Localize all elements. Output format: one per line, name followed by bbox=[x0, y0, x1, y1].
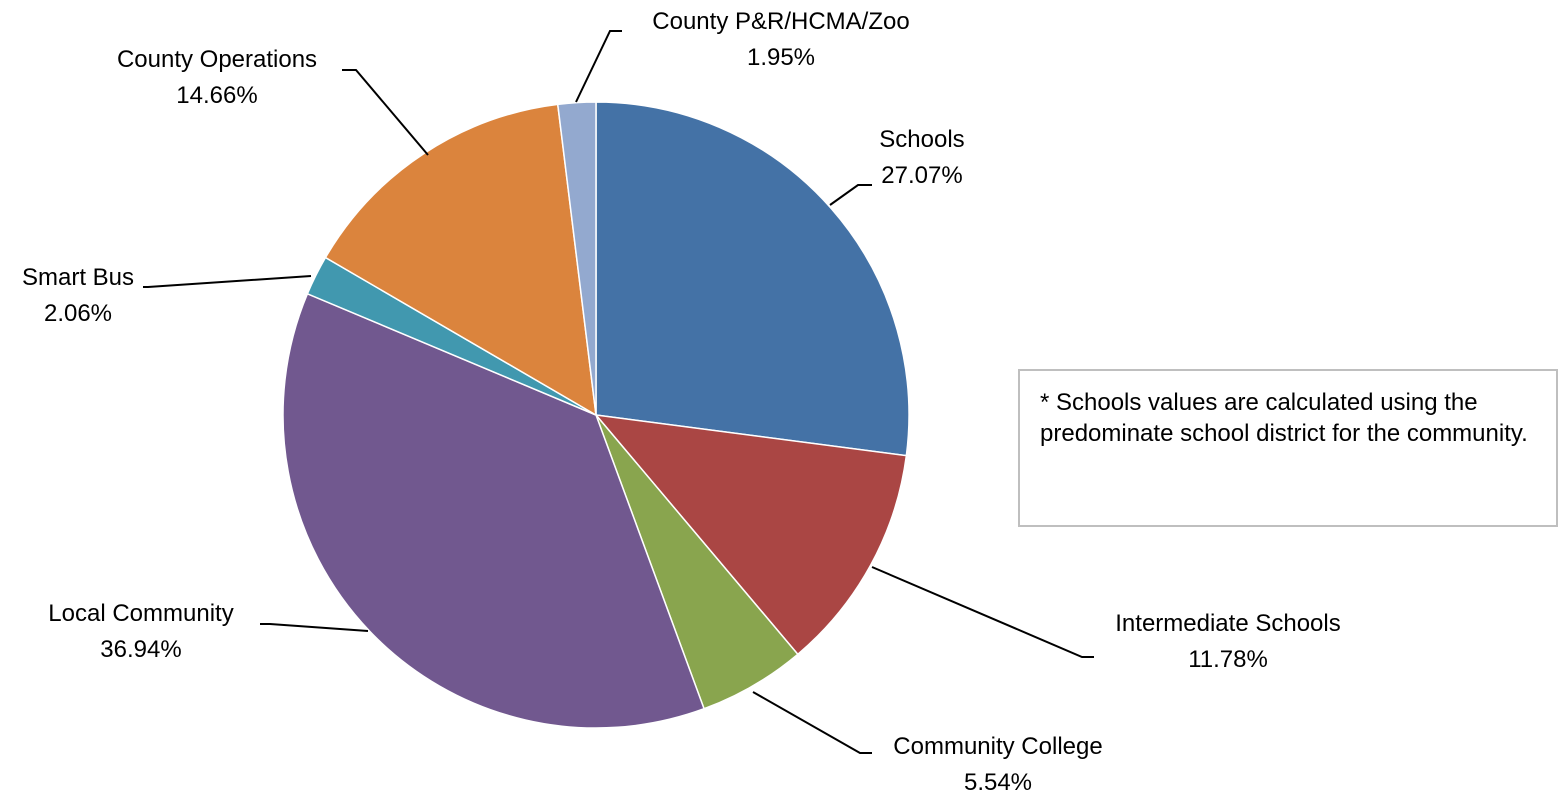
slice-label-county-p-r-hcma-zoo: County P&R/HCMA/Zoo bbox=[652, 8, 909, 35]
leader-lines bbox=[143, 30, 1094, 754]
slice-value-county-p-r-hcma-zoo: 1.95% bbox=[747, 44, 815, 71]
slice-value-smart-bus: 2.06% bbox=[44, 300, 112, 327]
leader-line-community-college bbox=[752, 691, 872, 754]
leader-line-county-operations bbox=[342, 69, 429, 156]
pie-slice-intermediate-schools bbox=[594, 414, 908, 656]
slice-value-local-community: 36.94% bbox=[100, 636, 181, 663]
slice-label-local-community: Local Community bbox=[48, 600, 233, 627]
slice-value-schools: 27.07% bbox=[881, 162, 962, 189]
slice-label-schools: Schools bbox=[879, 126, 964, 153]
slice-labels: Schools 27.07% Intermediate Schools 11.78% C… bbox=[22, 8, 1341, 796]
slice-value-intermediate-schools: 11.78% bbox=[1188, 646, 1268, 673]
leader-line-county-p-r-hcma-zoo bbox=[575, 30, 622, 103]
pie-slice-schools bbox=[595, 101, 910, 457]
pie-slice-local-community bbox=[282, 292, 706, 729]
leader-line-smart-bus bbox=[143, 275, 312, 288]
leader-line-intermediate-schools bbox=[871, 566, 1094, 658]
pie-slice-county-operations bbox=[324, 103, 597, 417]
slice-label-county-operations: County Operations bbox=[117, 46, 317, 73]
footnote-box: * Schools values are calculated using th… bbox=[1018, 369, 1558, 527]
pie-slices bbox=[282, 101, 910, 729]
leader-line-local-community bbox=[260, 623, 369, 632]
pie-slice-county-p-r-hcma-zoo bbox=[556, 101, 597, 416]
footnote-text: * Schools values are calculated using th… bbox=[1040, 389, 1528, 447]
slice-value-community-college: 5.54% bbox=[964, 769, 1032, 796]
leader-line-schools bbox=[829, 184, 872, 206]
slice-label-smart-bus: Smart Bus bbox=[22, 264, 134, 291]
slice-value-county-operations: 14.66% bbox=[176, 82, 257, 109]
slice-label-community-college: Community College bbox=[893, 733, 1102, 760]
slice-label-intermediate-schools: Intermediate Schools bbox=[1115, 610, 1340, 637]
